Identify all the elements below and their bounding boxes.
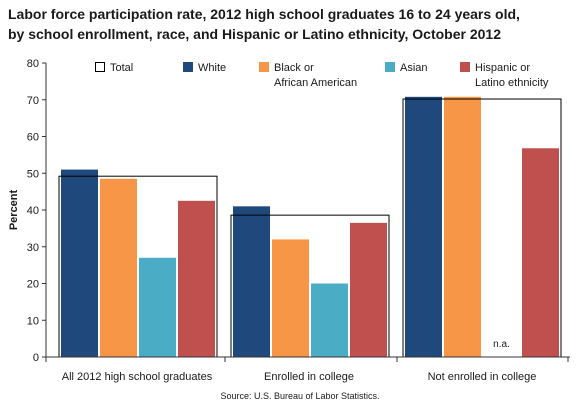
legend-swatch-total	[95, 62, 105, 72]
legend-label: White	[198, 62, 226, 74]
legend-label: Asian	[400, 62, 428, 74]
legend-label: African American	[274, 77, 357, 89]
legend-label: Total	[110, 62, 133, 74]
bar-white-2	[405, 96, 442, 357]
category-label: All 2012 high school graduates	[62, 371, 213, 383]
axes-layer	[45, 63, 570, 362]
legend-label: Latino ethnicity	[475, 77, 549, 89]
category-label: Not enrolled in college	[428, 371, 537, 383]
y-tick-label: 50	[27, 168, 39, 180]
legend-swatch	[259, 62, 269, 72]
legend-label: Hispanic or	[475, 62, 530, 74]
chart-title-line-1: Labor force participation rate, 2012 hig…	[8, 6, 520, 22]
x-axis-labels: All 2012 high school graduates Enrolled i…	[62, 371, 537, 383]
y-tick-label: 10	[27, 315, 39, 327]
bar-asian-1	[311, 283, 348, 357]
bar-black-or-african-american-2	[444, 96, 481, 357]
y-tick-label: 70	[27, 95, 39, 107]
legend: Total White Black or African American Asian H…	[95, 62, 549, 89]
legend-swatch	[385, 62, 395, 72]
chart-title: Labor force participation rate, 2012 hig…	[8, 4, 573, 44]
bar-hispanic-or-latino-ethnicity-1	[350, 222, 387, 357]
y-tick-label: 60	[27, 132, 39, 144]
bars-layer: n.a.	[61, 96, 559, 357]
legend-swatch	[183, 62, 193, 72]
y-tick-label: 0	[33, 352, 39, 364]
y-axis-title: Percent	[8, 189, 20, 230]
bar-black-or-african-american-1	[272, 239, 309, 357]
bar-asian-0	[139, 257, 176, 357]
category-label: Enrolled in college	[264, 371, 354, 383]
source-note: Source: U.S. Bureau of Labor Statistics.	[220, 391, 379, 401]
bar-white-1	[233, 206, 270, 357]
legend-swatch	[460, 62, 470, 72]
legend-label: Black or	[274, 62, 314, 74]
y-tick-label: 30	[27, 242, 39, 254]
bar-hispanic-or-latino-ethnicity-0	[178, 200, 215, 357]
y-tick-label: 80	[27, 58, 39, 70]
y-tick-label: 40	[27, 205, 39, 217]
y-tick-label: 20	[27, 279, 39, 291]
y-axis-ticks: 0 10 20 30 40 50 60 70 80	[27, 58, 46, 364]
na-label: n.a.	[493, 339, 510, 350]
bar-white-0	[61, 169, 98, 357]
bar-hispanic-or-latino-ethnicity-2	[522, 148, 559, 357]
bar-black-or-african-american-0	[100, 178, 137, 357]
chart-title-line-2: by school enrollment, race, and Hispanic…	[8, 26, 501, 42]
